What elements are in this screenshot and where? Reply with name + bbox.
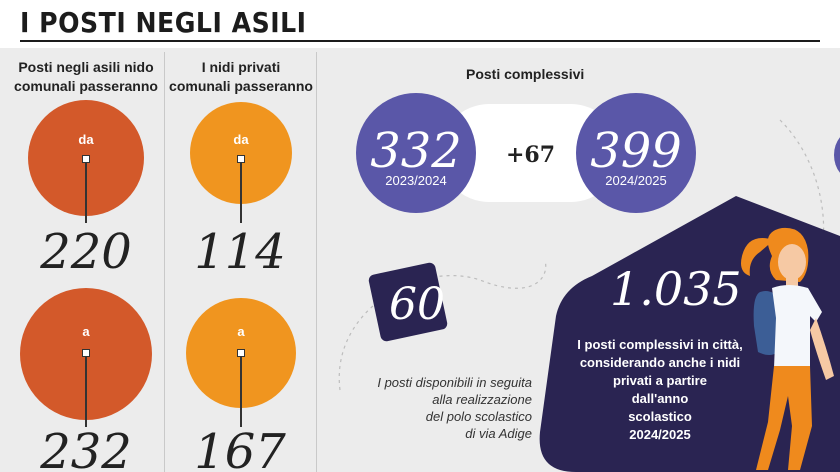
column-separator bbox=[164, 52, 165, 472]
totals-heading: Posti complessivi bbox=[466, 66, 585, 82]
caption-line: del polo scolastico bbox=[425, 409, 532, 424]
ponytail bbox=[741, 238, 774, 276]
marker-stem bbox=[85, 357, 87, 427]
backpack bbox=[753, 291, 780, 355]
child-illustration bbox=[741, 227, 834, 470]
marker-stem bbox=[240, 357, 242, 427]
dashed-curve bbox=[338, 259, 547, 391]
municipal-to-value: 232 bbox=[40, 424, 132, 472]
page-title: I POSTI NEGLI ASILI bbox=[20, 6, 307, 39]
arm bbox=[810, 318, 834, 380]
caption-line: 2024/2025 bbox=[629, 427, 691, 442]
caption-line: I posti disponibili in seguita bbox=[377, 375, 532, 390]
column-separator bbox=[316, 52, 317, 472]
heading-line: I nidi privati bbox=[201, 59, 281, 75]
circle-marker bbox=[82, 349, 90, 357]
left-column-heading: Posti negli asili nido comunali passeran… bbox=[8, 58, 164, 96]
caption-line: scolastico bbox=[628, 409, 692, 424]
city-total-panel bbox=[539, 196, 840, 472]
caption-line: alla realizzazione bbox=[432, 392, 532, 407]
heading-line: Posti negli asili nido bbox=[18, 59, 154, 75]
city-total-value: 1.035 bbox=[610, 262, 742, 316]
from-label: da bbox=[233, 132, 249, 147]
totals-delta: +67 bbox=[506, 142, 556, 168]
private-from-value: 114 bbox=[194, 224, 286, 280]
edge-decoration bbox=[834, 130, 840, 180]
circle-marker bbox=[237, 155, 245, 163]
caption-line: dall'anno bbox=[631, 391, 689, 406]
total-after-year: 2024/2025 bbox=[605, 173, 667, 188]
heading-line: comunali passeranno bbox=[169, 78, 313, 94]
panel-shape bbox=[539, 196, 840, 472]
private-to-value: 167 bbox=[194, 424, 286, 472]
caption-line: di via Adige bbox=[465, 426, 532, 441]
new-places-caption: I posti disponibili in seguita alla real… bbox=[316, 374, 532, 442]
caption-line: privati a partire bbox=[613, 373, 707, 388]
caption-line: considerando anche i nidi bbox=[579, 355, 741, 370]
pants bbox=[756, 366, 812, 470]
new-places-value: 60 bbox=[389, 279, 445, 330]
decorative-curves bbox=[338, 119, 825, 391]
municipal-from-value: 220 bbox=[40, 224, 132, 280]
total-after-circle: 399 2024/2025 bbox=[576, 93, 696, 213]
marker-stem bbox=[240, 163, 242, 223]
shirt bbox=[772, 285, 822, 368]
caption-line: I posti complessivi in città, bbox=[577, 337, 743, 352]
circle-marker bbox=[237, 349, 245, 357]
to-label: a bbox=[82, 324, 90, 339]
heading-line: comunali passeranno bbox=[14, 78, 158, 94]
middle-column-heading: I nidi privati comunali passeranno bbox=[166, 58, 316, 96]
total-before-circle: 332 2023/2024 bbox=[356, 93, 476, 213]
marker-stem bbox=[85, 163, 87, 223]
total-before-year: 2023/2024 bbox=[385, 173, 447, 188]
title-underline bbox=[20, 40, 820, 42]
from-label: da bbox=[78, 132, 94, 147]
city-total-caption: I posti complessivi in città, consideran… bbox=[560, 336, 760, 444]
face bbox=[778, 244, 806, 280]
total-before-value: 332 bbox=[370, 123, 462, 179]
total-after-value: 399 bbox=[590, 123, 682, 179]
to-label: a bbox=[237, 324, 245, 339]
circle-marker bbox=[82, 155, 90, 163]
